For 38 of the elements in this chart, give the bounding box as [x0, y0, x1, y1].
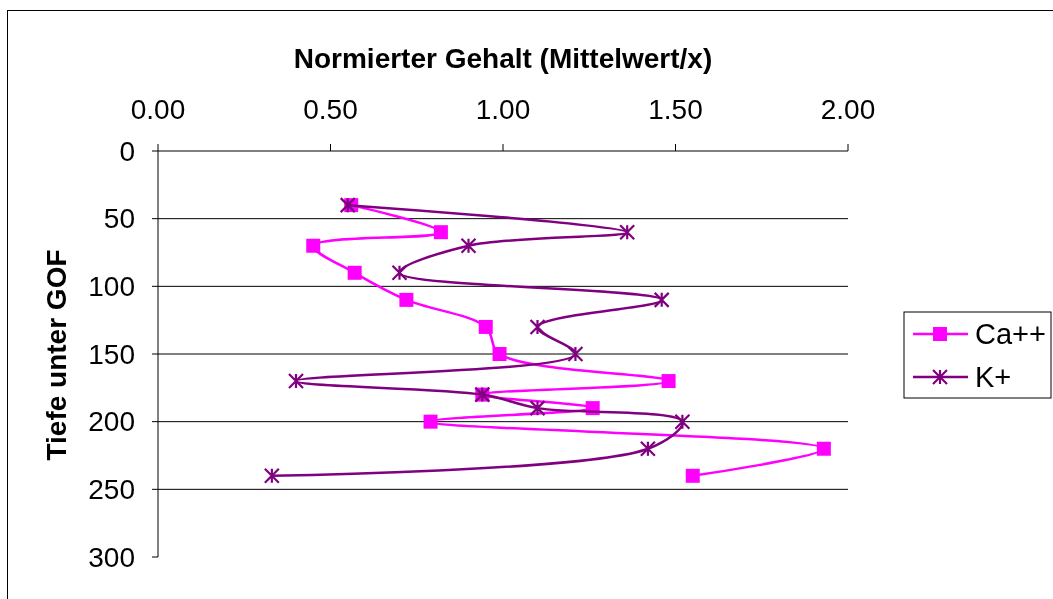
point — [639, 440, 656, 457]
y-tick-label: 50 — [103, 203, 135, 235]
point — [529, 318, 546, 336]
point — [460, 237, 477, 254]
point — [423, 414, 438, 429]
point — [306, 238, 321, 253]
point — [492, 347, 507, 361]
x-axis-title: Normierter Gehalt (Mittelwert/x) — [293, 43, 713, 74]
point — [674, 413, 691, 430]
point — [263, 467, 280, 484]
x-tick-label: 0.50 — [303, 94, 358, 125]
y-tick-label: 0 — [119, 135, 135, 167]
y-tick-label: 150 — [88, 338, 135, 370]
legend-label: Ca++ — [975, 318, 1046, 351]
point — [685, 468, 700, 483]
y-tick-label: 200 — [88, 406, 135, 438]
point — [433, 225, 448, 240]
point — [399, 292, 414, 307]
point — [661, 374, 676, 389]
point — [529, 400, 546, 417]
point — [816, 441, 831, 456]
legend-label: K+ — [975, 361, 1012, 394]
x-tick-label: 1.50 — [648, 94, 703, 125]
point — [391, 264, 408, 281]
point — [653, 291, 670, 308]
point — [567, 345, 584, 363]
x-tick-label: 0.00 — [130, 94, 186, 125]
y-tick-label: 100 — [88, 271, 135, 303]
point — [347, 265, 362, 280]
point — [478, 319, 493, 334]
y-axis-title: Tiefe unter GOF — [41, 249, 72, 461]
point — [287, 372, 305, 390]
x-tick-label: 1.00 — [475, 94, 531, 125]
point — [619, 224, 636, 241]
x-tick-label: 2.00 — [820, 94, 876, 125]
point — [339, 197, 356, 214]
y-tick-label: 300 — [88, 541, 135, 573]
y-tick-label: 250 — [88, 474, 135, 506]
